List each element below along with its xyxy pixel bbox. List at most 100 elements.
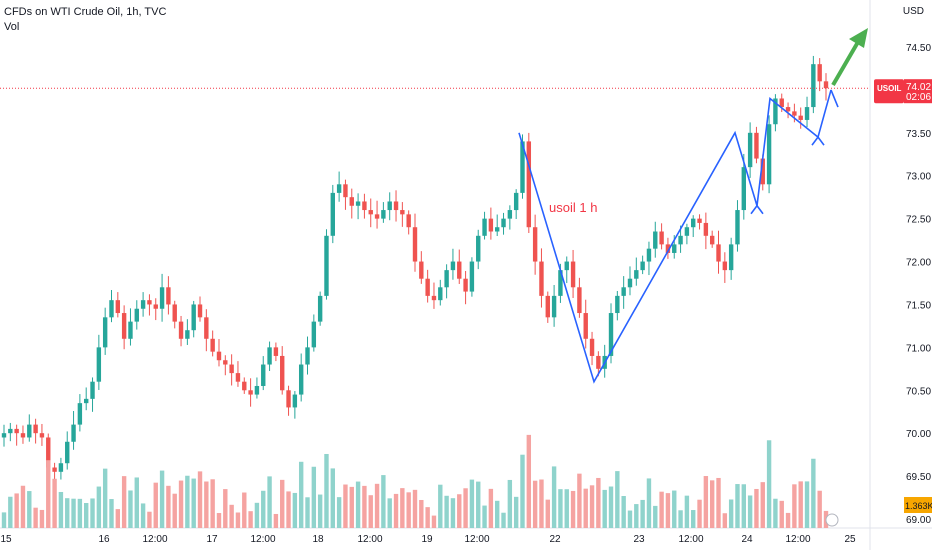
candle-body	[754, 132, 759, 159]
volume-bar	[646, 478, 652, 528]
volume-bar	[722, 513, 728, 528]
y-tick-label: 69.50	[906, 472, 931, 483]
volume-bar	[223, 489, 228, 528]
symbol-title[interactable]: CFDs on WTI Crude Oil, 1h, TVC	[4, 6, 167, 18]
candle-body	[280, 355, 285, 391]
volume-bar	[216, 513, 222, 528]
volume-bar	[166, 485, 171, 528]
volume-bar	[431, 515, 437, 528]
volume-bar	[627, 510, 633, 528]
volume-bar	[570, 490, 576, 528]
candle-body	[77, 403, 83, 425]
candle-body	[785, 107, 791, 112]
volume-bar	[450, 498, 456, 528]
volume-bar	[280, 479, 285, 528]
volume-bar	[311, 466, 317, 528]
candle-body	[766, 124, 772, 185]
x-tick-label: 12:00	[464, 534, 489, 545]
volume-bar	[709, 480, 715, 528]
y-tick-label: 70.00	[906, 429, 931, 440]
volume-bar	[716, 477, 721, 528]
candle-body	[52, 467, 57, 472]
candle-body	[501, 218, 506, 228]
volume-bar	[52, 478, 57, 528]
candle-body	[425, 278, 430, 296]
volume-bar	[583, 488, 588, 528]
candle-body	[570, 261, 576, 288]
volume-bar	[665, 493, 671, 528]
candle-body	[84, 398, 89, 404]
volume-bar	[602, 489, 607, 528]
lightning-icon	[825, 513, 839, 527]
volume-bar	[77, 498, 83, 528]
candle-body	[374, 214, 380, 219]
candle-body	[273, 347, 279, 356]
volume-bar	[58, 491, 64, 528]
candle-body	[811, 64, 816, 108]
volume-bar	[134, 477, 139, 528]
volume-bar	[374, 483, 380, 528]
volume-bar	[785, 512, 791, 528]
candle-body	[178, 321, 184, 339]
candle-body	[450, 261, 456, 271]
price-tag-symbol-bg	[874, 79, 904, 104]
candle-body	[109, 300, 114, 318]
volume-bar	[349, 486, 354, 528]
candle-body	[697, 218, 702, 223]
volume-bar	[8, 496, 13, 528]
volume-bar	[400, 488, 405, 528]
candle-body	[8, 428, 13, 434]
volume-bar	[754, 488, 759, 528]
candle-body	[242, 381, 247, 391]
candle-body	[646, 248, 652, 262]
volume-bar	[773, 498, 778, 528]
x-tick-label: 22	[549, 534, 561, 545]
volume-bar	[159, 470, 165, 528]
volume-indicator-label[interactable]: Vol	[4, 21, 20, 33]
candle-body	[444, 270, 449, 288]
volume-bar	[27, 491, 32, 528]
candle-body	[760, 158, 765, 185]
volume-bar	[495, 500, 500, 528]
candle-body	[520, 141, 525, 193]
volume-bar	[412, 489, 418, 528]
candle-body	[387, 201, 392, 211]
candle-body	[672, 244, 677, 253]
candle-body	[58, 463, 64, 472]
candle-body	[286, 390, 291, 408]
volume-bar	[545, 499, 550, 528]
volume-bar	[46, 460, 51, 528]
volume-bar	[551, 466, 557, 528]
volume-bar	[210, 479, 215, 528]
candle-body	[709, 235, 715, 245]
volume-bar	[1, 512, 7, 528]
candle-body	[684, 227, 690, 236]
x-tick-label: 23	[633, 534, 645, 545]
volume-bar	[204, 481, 209, 528]
volume-bar	[608, 486, 614, 528]
candle-body	[248, 390, 253, 395]
candle-body	[39, 433, 45, 438]
y-tick-label: 73.50	[906, 129, 931, 140]
volume-bar	[684, 495, 690, 528]
candle-body	[583, 313, 588, 339]
volume-tag-value: 1.363K	[905, 501, 932, 511]
candle-body	[798, 115, 803, 120]
volume-bar	[172, 493, 177, 528]
y-tick-label: 73.00	[906, 172, 931, 183]
candle-body	[564, 261, 569, 271]
x-tick-label: 25	[844, 534, 856, 545]
volume-bar	[128, 490, 133, 528]
candle-body	[254, 385, 260, 395]
volume-bar	[140, 503, 146, 528]
chart-annotation: usoil 1 h	[549, 200, 597, 215]
price-tag-symbol: USOIL	[877, 84, 902, 93]
volume-bar	[457, 494, 462, 528]
volume-bar	[634, 504, 639, 528]
volume-bar	[330, 468, 335, 528]
candle-body	[495, 227, 500, 232]
volume-bar	[615, 471, 620, 528]
x-tick-label: 17	[206, 534, 218, 545]
volume-bar	[191, 478, 196, 528]
